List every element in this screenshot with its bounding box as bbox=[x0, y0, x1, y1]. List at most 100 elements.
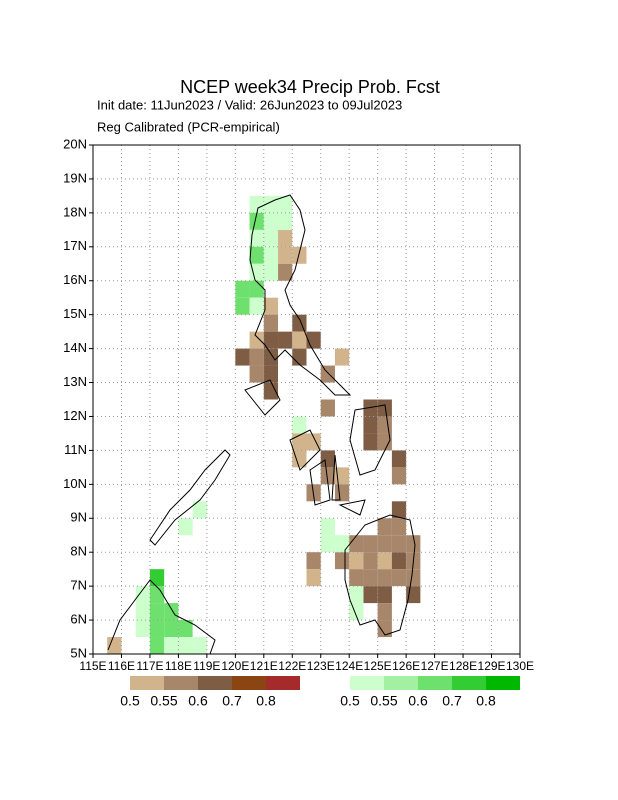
prob-cell bbox=[406, 535, 421, 553]
prob-cell bbox=[320, 365, 335, 383]
prob-cell bbox=[377, 518, 392, 536]
prob-cell bbox=[377, 603, 392, 621]
x-tick-label: 125E bbox=[364, 659, 392, 673]
prob-cell bbox=[320, 399, 335, 417]
legend-label: 0.5 bbox=[340, 693, 360, 709]
prob-cell bbox=[292, 348, 307, 366]
x-tick-label: 120E bbox=[221, 659, 249, 673]
y-tick-label: 17N bbox=[63, 238, 87, 253]
y-tick-label: 19N bbox=[63, 170, 87, 185]
x-tick-label: 115E bbox=[79, 659, 106, 673]
prob-cell bbox=[249, 246, 264, 264]
prob-cell bbox=[349, 586, 364, 604]
y-tick-label: 16N bbox=[63, 272, 87, 287]
y-tick-label: 8N bbox=[70, 544, 87, 559]
prob-cell bbox=[135, 586, 150, 604]
prob-cell bbox=[306, 552, 321, 570]
prob-cell bbox=[363, 535, 378, 553]
legend-label: 0.6 bbox=[188, 693, 208, 709]
prob-cell bbox=[235, 280, 250, 298]
prob-cell bbox=[391, 501, 407, 519]
prob-cell bbox=[349, 535, 364, 553]
x-tick-label: 123E bbox=[307, 659, 335, 673]
prob-cell bbox=[320, 535, 335, 553]
prob-cell bbox=[263, 297, 279, 315]
prob-cell bbox=[406, 569, 421, 587]
y-tick-label: 20N bbox=[63, 136, 87, 151]
prob-cell bbox=[135, 620, 150, 638]
prob-cell bbox=[149, 637, 165, 654]
prob-cell bbox=[391, 569, 407, 587]
prob-cell bbox=[249, 297, 264, 315]
prob-cell bbox=[263, 212, 279, 230]
prob-cell bbox=[363, 552, 378, 570]
prob-cell bbox=[349, 603, 364, 621]
prob-cell bbox=[249, 331, 264, 349]
prob-cell bbox=[192, 501, 207, 519]
chart-title: NCEP week34 Precip Prob. Fcst bbox=[180, 77, 440, 97]
prob-cell bbox=[263, 246, 279, 264]
x-tick-label: 130E bbox=[506, 659, 534, 673]
prob-cell bbox=[391, 467, 407, 485]
prob-cell bbox=[178, 518, 193, 536]
prob-cell bbox=[249, 263, 264, 281]
prob-cell bbox=[320, 450, 335, 468]
x-tick-label: 121E bbox=[250, 659, 278, 673]
y-tick-label: 6N bbox=[70, 612, 87, 627]
prob-cell bbox=[377, 569, 392, 587]
prob-cell bbox=[320, 518, 335, 536]
prob-cell bbox=[235, 297, 250, 315]
x-tick-label: 118E bbox=[165, 659, 192, 673]
y-tick-label: 12N bbox=[63, 408, 87, 423]
x-tick-label: 127E bbox=[421, 659, 449, 673]
prob-cell bbox=[334, 467, 350, 485]
prob-cell bbox=[149, 620, 165, 638]
prob-cell bbox=[334, 535, 350, 553]
prob-cell bbox=[391, 552, 407, 570]
prob-cell bbox=[391, 535, 407, 553]
prob-cell bbox=[363, 586, 378, 604]
legend-label: 0.55 bbox=[370, 693, 397, 709]
prob-cell bbox=[377, 535, 392, 553]
legend-swatch bbox=[384, 676, 418, 690]
legend-label: 0.8 bbox=[476, 693, 496, 709]
prob-cell bbox=[306, 433, 321, 451]
prob-cell bbox=[263, 331, 279, 349]
y-tick-label: 14N bbox=[63, 340, 87, 355]
legend-label: 0.6 bbox=[408, 693, 428, 709]
prob-cell bbox=[164, 637, 179, 654]
y-tick-label: 11N bbox=[64, 442, 87, 457]
prob-cell bbox=[377, 433, 392, 451]
legend-label: 0.7 bbox=[222, 693, 242, 709]
x-tick-label: 122E bbox=[278, 659, 306, 673]
chart-subtitle: Init date: 11Jun2023 / Valid: 26Jun2023 … bbox=[97, 97, 402, 112]
prob-cell bbox=[391, 518, 407, 536]
prob-cell bbox=[278, 212, 293, 230]
prob-cell bbox=[377, 620, 392, 638]
prob-cell bbox=[107, 637, 122, 654]
legend-swatch bbox=[232, 676, 266, 690]
legend-swatch bbox=[418, 676, 452, 690]
prob-cell bbox=[334, 484, 350, 502]
prob-cell bbox=[263, 314, 279, 332]
cell-layer bbox=[107, 195, 421, 654]
prob-cell bbox=[149, 586, 165, 604]
prob-cell bbox=[349, 552, 364, 570]
y-tick-label: 5N bbox=[70, 645, 87, 660]
prob-cell bbox=[164, 620, 179, 638]
y-tick-label: 9N bbox=[70, 510, 87, 525]
prob-cell bbox=[263, 263, 279, 281]
prob-cell bbox=[334, 348, 350, 366]
prob-cell bbox=[149, 603, 165, 621]
prob-cell bbox=[349, 569, 364, 587]
prob-cell bbox=[278, 195, 293, 213]
legend-label: 0.55 bbox=[150, 693, 177, 709]
prob-cell bbox=[306, 331, 321, 349]
prob-cell bbox=[249, 365, 264, 383]
prob-cell bbox=[292, 416, 307, 434]
y-tick-label: 15N bbox=[63, 306, 87, 321]
y-tick-label: 18N bbox=[63, 204, 87, 219]
legend-label: 0.7 bbox=[442, 693, 462, 709]
prob-cell bbox=[192, 637, 207, 654]
